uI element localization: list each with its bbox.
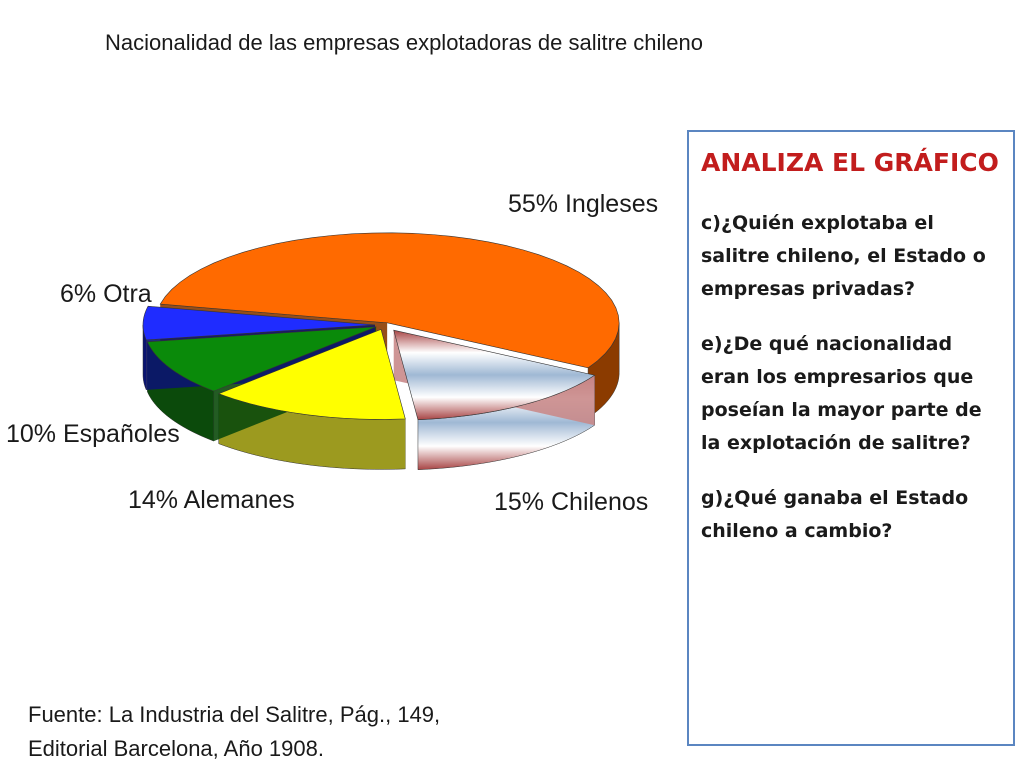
slice-chilenos	[393, 329, 596, 421]
question-e: e)¿De qué nacionalidad eran los empresar…	[701, 333, 982, 454]
pie-slices	[142, 232, 620, 470]
source-note: Fuente: La Industria del Salitre, Pág., …	[28, 698, 440, 766]
slice-ingleses	[159, 232, 620, 369]
slice-espanoles	[146, 326, 377, 392]
pie-chart: 55% Ingleses 15% Chilenos 14% Alemanes 1…	[6, 190, 658, 516]
source-line-1: Fuente: La Industria del Salitre, Pág., …	[28, 702, 441, 727]
question-c: c)¿Quién explotaba el salitre chileno, e…	[701, 212, 986, 300]
panel-heading: ANALIZA EL GRÁFICO	[701, 148, 999, 177]
slice-otra	[142, 305, 376, 341]
pie-labels: 55% Ingleses 15% Chilenos 14% Alemanes 1…	[6, 190, 658, 516]
chart-title: Nacionalidad de las empresas explotadora…	[105, 30, 704, 55]
analysis-panel: ANALIZA EL GRÁFICO c)¿Quién explotaba el…	[687, 130, 1015, 746]
label-otra: 6% Otra	[60, 280, 152, 308]
label-ingleses: 55% Ingleses	[508, 190, 658, 218]
question-g: g)¿Qué ganaba el Estado chileno a cambio…	[701, 487, 969, 542]
label-alemanes: 14% Alemanes	[128, 486, 295, 514]
label-chilenos: 15% Chilenos	[494, 488, 648, 516]
label-espanoles: 10% Españoles	[6, 420, 180, 448]
slice-alemanes	[217, 328, 406, 420]
source-line-2: Editorial Barcelona, Año 1908.	[28, 736, 324, 761]
